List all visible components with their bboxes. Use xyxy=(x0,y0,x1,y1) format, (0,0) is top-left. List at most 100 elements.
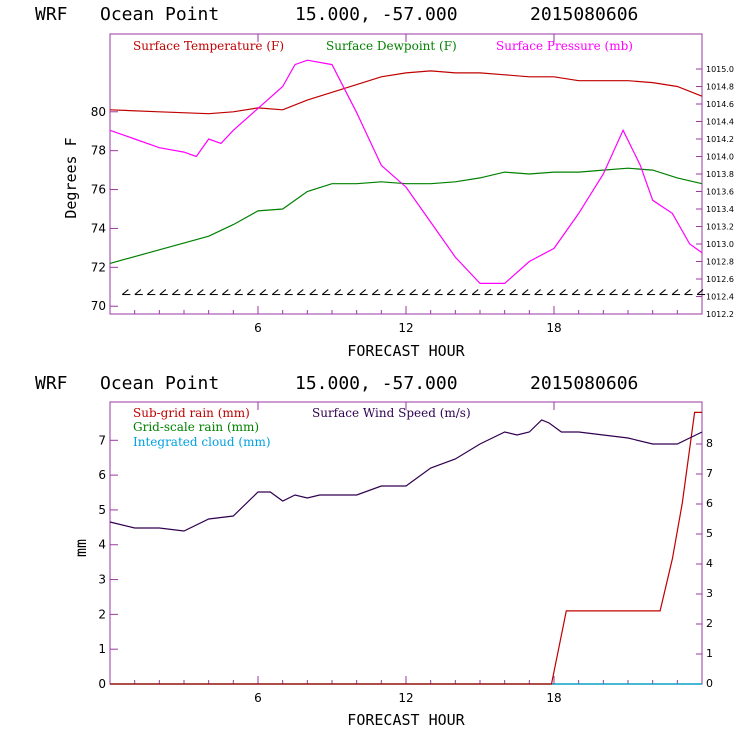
wind-barb xyxy=(534,289,541,295)
top-header-location: Ocean Point xyxy=(100,4,219,25)
wind-barb xyxy=(159,289,167,295)
x-tick-label: 12 xyxy=(398,691,413,705)
y2-tick-label: 1012.6 xyxy=(706,275,734,284)
y2-tick-label: 1014.2 xyxy=(706,135,734,144)
wind-barb xyxy=(459,289,466,295)
wind-barb xyxy=(171,289,179,295)
x-tick-label: 6 xyxy=(254,321,262,335)
dewpoint-line xyxy=(109,167,703,264)
bottom-y-axis-label: mm xyxy=(72,539,90,557)
subgrid-rain-line xyxy=(110,411,702,685)
wind-barb xyxy=(296,289,304,295)
wind-barb xyxy=(509,289,516,295)
y-tick-label: 70 xyxy=(91,299,106,313)
y2-tick-label: 1013.0 xyxy=(706,240,734,249)
y2-tick-label: 1015.0 xyxy=(706,65,734,74)
bottom-y2-axis: 0 1 2 3 4 5 6 7 8 xyxy=(696,437,713,690)
wind-barb xyxy=(521,289,529,295)
y2-tick-label: 1012.4 xyxy=(706,293,734,302)
top-chart: WRF Ocean Point 15.000, -57.000 20150806… xyxy=(35,4,734,360)
y-tick-label: 0 xyxy=(98,677,106,691)
bottom-x-axis-label: FORECAST HOUR xyxy=(347,711,465,729)
y-tick-label: 1 xyxy=(98,642,106,656)
y-tick-label: 5 xyxy=(98,503,106,517)
y2-tick-label: 1014.8 xyxy=(706,83,734,92)
y-tick-label: 76 xyxy=(91,183,106,197)
y2-tick-label: 6 xyxy=(706,497,713,510)
y2-tick-label: 1 xyxy=(706,647,713,660)
wind-barb xyxy=(696,289,704,295)
y2-tick-label: 4 xyxy=(706,557,713,570)
wind-barb xyxy=(671,289,679,295)
wind-barb xyxy=(546,289,554,295)
wind-barb xyxy=(309,289,317,295)
wind-barb xyxy=(396,289,404,295)
wind-barb xyxy=(559,289,566,295)
y2-tick-label: 1013.8 xyxy=(706,170,734,179)
wind-speed-line xyxy=(109,419,703,532)
y-tick-label: 72 xyxy=(91,260,106,274)
bottom-legend-integrated-cloud: Integrated cloud (mm) xyxy=(133,435,271,449)
bottom-header-coords: 15.000, -57.000 xyxy=(295,373,458,394)
top-plot-frame xyxy=(109,33,703,315)
temperature-line xyxy=(109,70,703,115)
bottom-legend-subgrid-rain: Sub-grid rain (mm) xyxy=(133,406,250,420)
top-legend-pressure: Surface Pressure (mb) xyxy=(496,39,633,53)
wind-barb xyxy=(371,289,379,295)
y2-tick-label: 1012.8 xyxy=(706,258,734,267)
wind-barb xyxy=(271,289,279,295)
top-y2-axis: 1012.2 1012.4 1012.6 1012.8 1013.0 1013.2 1013… xyxy=(696,65,734,319)
y2-tick-label: 1014.0 xyxy=(706,153,734,162)
x-tick-label: 18 xyxy=(546,321,561,335)
y2-tick-label: 3 xyxy=(706,587,713,600)
wind-barb xyxy=(321,289,329,295)
wind-barb xyxy=(446,289,454,295)
wind-barb xyxy=(346,289,354,295)
y-tick-label: 74 xyxy=(91,221,106,235)
y2-tick-label: 1013.6 xyxy=(706,188,734,197)
bottom-header-location: Ocean Point xyxy=(100,373,219,394)
wind-barb xyxy=(384,289,392,295)
x-tick-label: 18 xyxy=(546,691,561,705)
y2-tick-label: 7 xyxy=(706,467,713,480)
y2-tick-label: 2 xyxy=(706,617,713,630)
top-legend-temperature: Surface Temperature (F) xyxy=(133,39,284,53)
top-legend-dewpoint: Surface Dewpoint (F) xyxy=(326,39,457,53)
top-y-axis: 70 72 74 76 78 80 xyxy=(91,105,118,313)
wind-barb xyxy=(584,289,591,295)
wind-barb xyxy=(684,289,691,295)
top-x-axis-label: FORECAST HOUR xyxy=(347,342,465,360)
top-y-axis-label: Degrees F xyxy=(62,137,80,218)
wind-barb xyxy=(284,289,292,295)
y2-tick-label: 5 xyxy=(706,527,713,540)
y-tick-label: 3 xyxy=(98,573,106,587)
wind-barb xyxy=(147,289,154,295)
wind-barb xyxy=(471,289,479,295)
pressure-line xyxy=(109,59,703,284)
x-tick-label: 12 xyxy=(398,321,413,335)
wind-barb xyxy=(634,289,641,295)
y2-tick-label: 1014.6 xyxy=(706,100,734,109)
wind-barb xyxy=(659,289,666,295)
wind-barb xyxy=(209,289,217,295)
wind-barb xyxy=(246,289,254,295)
wind-barb xyxy=(259,289,267,295)
wind-barb xyxy=(196,289,204,295)
y-tick-label: 4 xyxy=(98,538,106,552)
y2-tick-label: 1013.2 xyxy=(706,223,734,232)
wind-barb xyxy=(496,289,504,295)
wind-barb xyxy=(221,289,229,295)
top-header-run: 2015080606 xyxy=(530,4,638,25)
x-tick-label: 6 xyxy=(254,691,262,705)
wind-barb xyxy=(409,289,417,295)
wind-barb xyxy=(609,289,616,295)
y-tick-label: 6 xyxy=(98,468,106,482)
y2-tick-label: 1014.4 xyxy=(706,118,734,127)
wind-barb xyxy=(646,289,654,295)
wind-barb xyxy=(334,289,342,295)
y2-tick-label: 1013.4 xyxy=(706,205,734,214)
wind-barb xyxy=(134,289,142,295)
bottom-header-model: WRF xyxy=(35,373,68,394)
wind-barb xyxy=(184,289,192,295)
wind-barb xyxy=(571,289,579,295)
